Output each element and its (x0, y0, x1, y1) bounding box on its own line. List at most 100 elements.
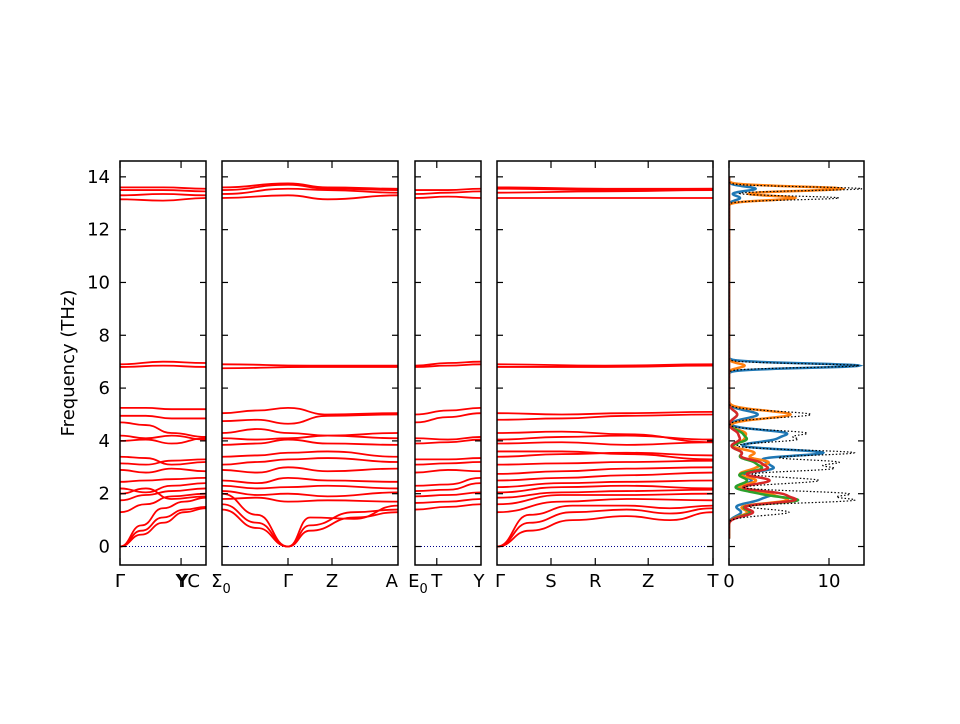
band-line (497, 413, 713, 421)
panel-frame (496, 160, 714, 566)
band-line (222, 187, 398, 195)
dos-partial-line (729, 176, 798, 539)
dos-total-line (729, 176, 863, 539)
band-line (415, 482, 481, 492)
band-line (120, 467, 206, 474)
band-line (497, 186, 713, 190)
band-line (120, 507, 206, 548)
band-line (120, 421, 206, 438)
band-line (415, 461, 481, 466)
band-line (222, 496, 398, 503)
band-line (497, 471, 713, 482)
band-line (497, 441, 713, 446)
x-tick-label: Y (175, 571, 188, 592)
band-line (120, 492, 206, 514)
x-tick-label: T (707, 571, 720, 592)
band-line (120, 455, 206, 466)
band-line (120, 189, 206, 193)
band-line (497, 511, 713, 548)
band-line (120, 364, 206, 368)
band-line (497, 507, 713, 548)
dos-x-tick-label: 10 (818, 571, 841, 592)
band-line (415, 436, 481, 441)
x-tick-label: R (589, 571, 602, 592)
band-line (415, 457, 481, 461)
band-line (222, 182, 398, 190)
x-tick-label: Z (326, 571, 338, 592)
band-line (222, 476, 398, 485)
band-line (497, 488, 713, 499)
band-line (497, 430, 713, 444)
band-line (415, 360, 481, 367)
boundary-label: Σ0 (211, 571, 231, 597)
band-line (497, 459, 713, 466)
band-line (120, 193, 206, 197)
band-line (222, 366, 398, 370)
band-line (497, 466, 713, 475)
y-tick-label: 6 (99, 378, 110, 399)
band-line (415, 498, 481, 504)
band-line (497, 450, 713, 461)
dos-x-tick-label: 0 (723, 571, 734, 592)
band-line (222, 434, 398, 441)
band-line (222, 413, 398, 425)
band-line (222, 363, 398, 367)
band-line (415, 491, 481, 498)
panel-frame (414, 160, 482, 566)
y-tick-label: 14 (87, 167, 110, 188)
band-panels (120, 182, 713, 548)
boundary-label: Γ (115, 571, 125, 592)
band-line (120, 360, 206, 366)
x-tick-label: Z (642, 571, 654, 592)
band-line (120, 506, 206, 548)
band-line (222, 428, 398, 437)
band-line (415, 363, 481, 368)
band-line (222, 492, 398, 548)
band-line (120, 476, 206, 483)
x-tick-label: T (430, 571, 443, 592)
panel-frame (119, 160, 207, 566)
band-line (497, 498, 713, 514)
band-line (222, 503, 398, 548)
x-tick-label: S (545, 571, 556, 592)
y-tick-label: 12 (87, 220, 110, 241)
boundary-label: E0 (408, 571, 428, 597)
y-tick-label: 0 (99, 537, 110, 558)
band-line (120, 496, 206, 548)
band-line (222, 490, 398, 498)
band-line (222, 508, 398, 548)
band-line (497, 434, 713, 441)
dos-partial-line (729, 176, 800, 539)
band-line (497, 479, 713, 489)
band-line (497, 410, 713, 416)
panel-frame (221, 160, 399, 566)
band-line (415, 438, 481, 445)
band-line (222, 450, 398, 458)
band-line (415, 406, 481, 416)
band-line (415, 476, 481, 487)
band-line (120, 434, 206, 441)
band-line (415, 187, 481, 191)
band-line (120, 458, 206, 466)
band-line (222, 484, 398, 490)
y-axis-label: Frequency (THz) (58, 290, 79, 437)
y-tick-label: 10 (87, 272, 110, 293)
band-line (497, 189, 713, 194)
dos-panel (729, 176, 864, 539)
band-line (120, 414, 206, 420)
band-line (120, 482, 206, 494)
band-line (120, 186, 206, 190)
y-tick-label: 2 (99, 484, 110, 505)
band-panel-3 (415, 187, 481, 548)
boundary-label: A (386, 571, 399, 592)
band-panel-1 (120, 186, 206, 548)
band-line (222, 194, 398, 201)
band-line (120, 197, 206, 202)
y-tick-label: 8 (99, 325, 110, 346)
band-line (497, 492, 713, 506)
band-panel-4 (497, 186, 713, 548)
band-line (222, 438, 398, 446)
